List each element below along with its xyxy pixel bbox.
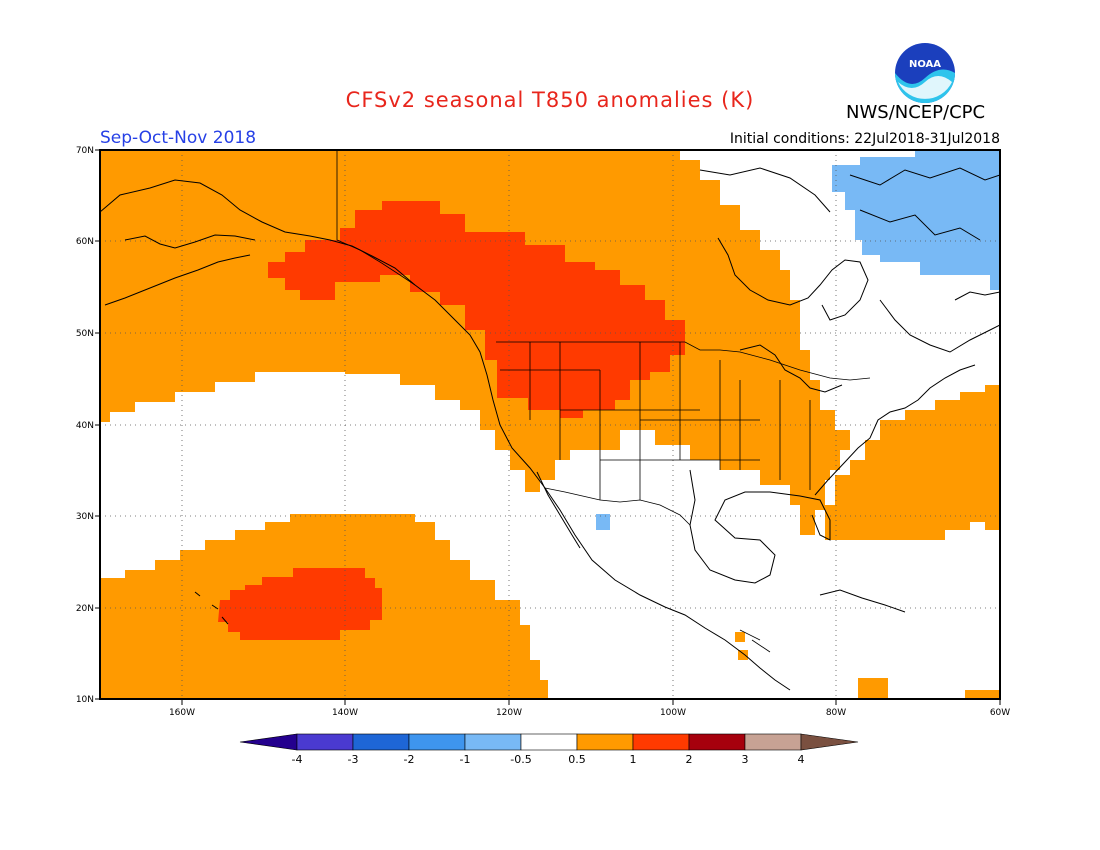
tick-marks	[95, 149, 1001, 705]
lat-label-50n: 50N	[76, 329, 94, 339]
anomaly-region-red-north	[268, 201, 685, 418]
legend-label: 3	[742, 753, 749, 766]
noaa-logo-text: NOAA	[909, 59, 941, 70]
season-label: Sep-Oct-Nov 2018	[100, 128, 257, 148]
lat-label-40n: 40N	[76, 421, 94, 431]
lon-label-100w: 100W	[660, 708, 686, 718]
anomaly-region-orange-north	[100, 150, 850, 535]
legend-swatch-10	[800, 733, 859, 751]
anomaly-patch-blue-mexico	[596, 514, 610, 530]
legend-swatch-8	[688, 733, 746, 751]
lon-label-120w: 120W	[496, 708, 522, 718]
anomaly-patch-orange-guatemala	[738, 650, 748, 660]
legend-swatch-5	[520, 733, 578, 751]
legend-label: 2	[686, 753, 693, 766]
lat-label-70n: 70N	[76, 146, 94, 156]
lat-label-60n: 60N	[76, 237, 94, 247]
initial-conditions-label: Initial conditions: 22Jul2018-31Jul2018	[729, 131, 1000, 147]
legend-swatch-9	[744, 733, 802, 751]
lat-label-20n: 20N	[76, 604, 94, 614]
color-legend: -4 -3 -2 -1 -0.5 0.5 1 2 3 4	[239, 733, 859, 766]
legend-swatch-6	[576, 733, 634, 751]
legend-swatch-4	[464, 733, 522, 751]
legend-label: -4	[292, 753, 303, 766]
lon-label-80w: 80W	[826, 708, 846, 718]
lat-label-30n: 30N	[76, 512, 94, 522]
anomaly-region-blue-labrador	[832, 150, 1000, 290]
lon-label-60w: 60W	[990, 708, 1010, 718]
legend-swatch-7	[632, 733, 690, 751]
anomaly-patch-orange-caribbean	[858, 678, 888, 699]
legend-label: 4	[798, 753, 805, 766]
legend-label: -1	[460, 753, 471, 766]
legend-swatch-0	[239, 733, 298, 751]
lon-label-140w: 140W	[332, 708, 358, 718]
anomaly-region-orange-atlantic	[825, 385, 1000, 540]
legend-swatch-1	[296, 733, 354, 751]
borders	[336, 150, 871, 653]
legend-swatch-2	[352, 733, 410, 751]
organization-label: NWS/NCEP/CPC	[846, 102, 986, 123]
lon-label-160w: 160W	[169, 708, 195, 718]
legend-label: 1	[630, 753, 637, 766]
coastlines	[100, 167, 1000, 691]
legend-label: -0.5	[510, 753, 531, 766]
noaa-logo: NOAA	[894, 42, 956, 104]
anomaly-patch-orange-south	[965, 690, 1000, 699]
longitude-labels: 160W 140W 120W 100W 80W 60W	[169, 708, 1010, 718]
legend-label: 0.5	[568, 753, 586, 766]
anomaly-field	[100, 150, 1000, 699]
legend-label: -3	[348, 753, 359, 766]
legend-label: -2	[404, 753, 415, 766]
anomaly-patch-orange-yucatan	[735, 632, 745, 642]
latitude-labels: 70N 60N 50N 40N 30N 20N 10N	[76, 146, 94, 705]
lat-label-10n: 10N	[76, 695, 94, 705]
anomaly-region-red-hawaii	[218, 568, 382, 640]
map-title: CFSv2 seasonal T850 anomalies (K)	[345, 88, 755, 112]
legend-swatch-3	[408, 733, 466, 751]
gridlines	[100, 150, 1000, 699]
